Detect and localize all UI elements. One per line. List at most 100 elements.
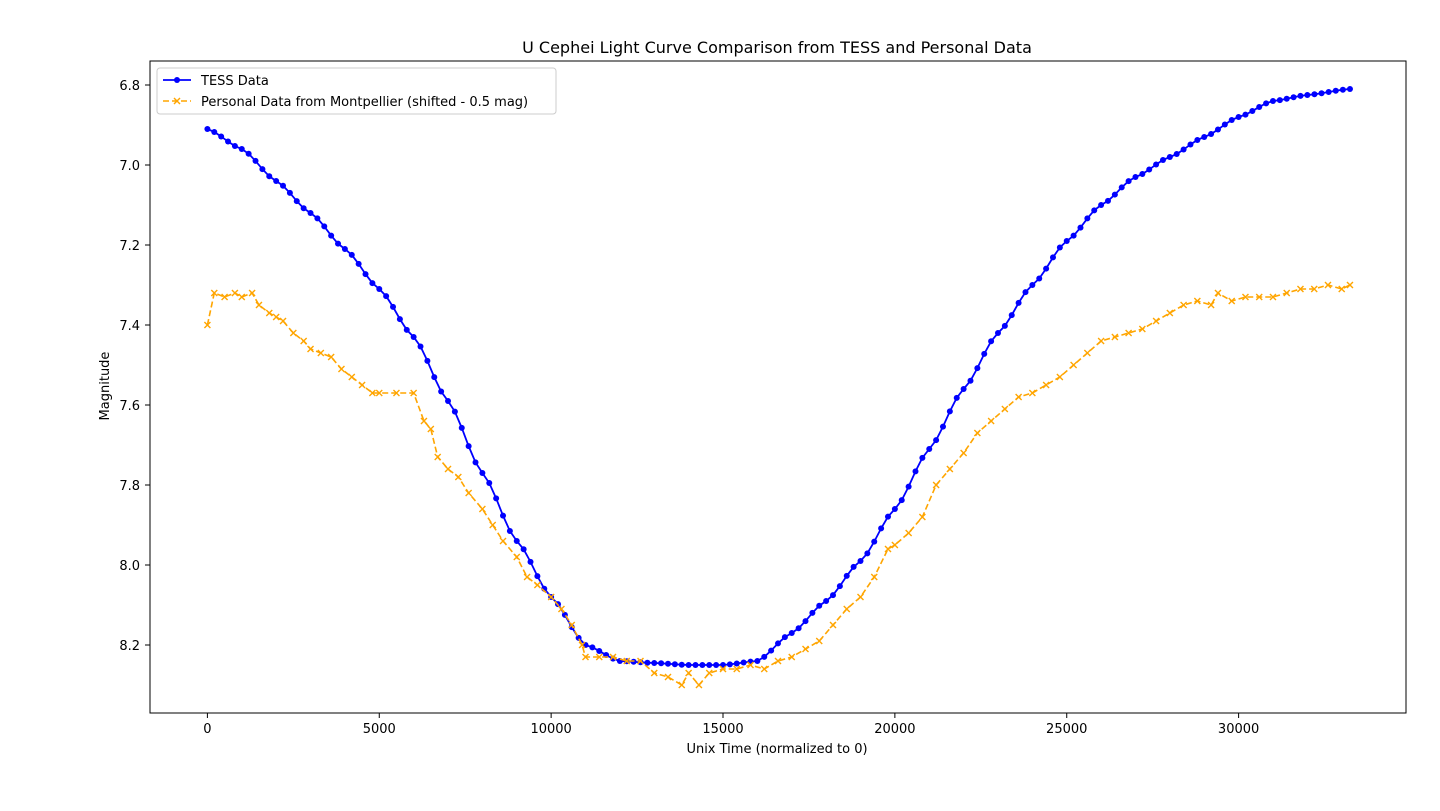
x-marker-stroke	[300, 337, 308, 345]
chart-title: U Cephei Light Curve Comparison from TES…	[522, 38, 1032, 57]
personal-data-point	[857, 593, 864, 601]
personal-data-point	[1310, 285, 1318, 293]
tess-data-point	[1318, 90, 1325, 97]
tess-data-point	[1056, 244, 1063, 251]
personal-data-point	[987, 417, 995, 425]
x-marker-stroke	[747, 661, 754, 669]
personal-data-point	[523, 573, 531, 581]
personal-data-point	[1180, 301, 1188, 309]
tess-data-point	[314, 215, 321, 222]
personal-data-point	[317, 349, 325, 357]
personal-data-point	[1028, 389, 1036, 397]
x-marker-stroke	[547, 593, 555, 601]
tess-data-point	[671, 661, 678, 668]
y-tick-label: 7.6	[119, 399, 140, 414]
legend-marker-tess	[174, 77, 180, 83]
tess-data-point	[1139, 171, 1146, 178]
y-tick-label: 6.8	[119, 79, 140, 94]
tess-data-point	[1070, 232, 1077, 239]
tess-data-point	[926, 446, 933, 452]
x-marker-stroke	[523, 573, 531, 581]
tess-data-point	[1084, 215, 1091, 222]
x-axis-label: Unix Time (normalized to 0)	[686, 742, 867, 757]
tess-data-point	[486, 480, 493, 487]
x-marker-stroke	[1138, 325, 1146, 333]
tess-data-point	[1104, 197, 1111, 204]
tess-data-point	[300, 205, 307, 212]
tess-data-point	[266, 173, 273, 180]
tess-data-point	[1269, 98, 1276, 104]
personal-data-point	[788, 653, 796, 661]
personal-data-point	[578, 641, 586, 649]
personal-data-point	[623, 657, 631, 665]
x-marker-stroke	[1070, 361, 1078, 369]
x-marker-stroke	[255, 301, 263, 309]
x-marker-stroke	[1166, 309, 1174, 317]
personal-data-point	[1015, 393, 1023, 401]
x-tick-label: 0	[203, 722, 211, 737]
personal-data-point	[568, 621, 576, 629]
tess-data-point	[328, 232, 335, 239]
personal-data-point	[705, 669, 713, 677]
x-marker-stroke	[1346, 281, 1354, 289]
tess-data-point	[403, 326, 410, 333]
x-marker-stroke	[248, 289, 256, 297]
tess-data-point	[836, 583, 843, 590]
personal-data-point	[420, 417, 428, 425]
personal-data-point	[760, 665, 768, 673]
tess-data-point	[919, 454, 926, 461]
tess-data-point	[994, 330, 1001, 336]
tess-data-point	[520, 546, 527, 553]
legend: TESS Data Personal Data from Montpellier …	[156, 67, 557, 115]
personal-data-point	[434, 453, 442, 461]
x-marker-stroke	[973, 429, 981, 437]
tess-data-point	[1022, 289, 1029, 296]
x-marker-stroke	[891, 541, 899, 549]
tess-data-point	[293, 198, 300, 205]
x-marker-stroke	[499, 537, 507, 545]
tess-data-point	[829, 592, 836, 599]
personal-data-point	[444, 465, 452, 473]
personal-data-point	[1207, 301, 1215, 309]
personal-data-point	[905, 529, 913, 537]
x-marker-stroke	[1324, 281, 1332, 289]
personal-data-point	[609, 653, 617, 661]
x-marker-stroke	[317, 349, 325, 357]
tess-data-point	[383, 293, 390, 300]
tess-data-point	[692, 662, 699, 668]
tess-data-point	[733, 660, 740, 667]
personal-data-point	[210, 289, 218, 297]
tess-data-point	[410, 334, 417, 340]
x-marker-stroke	[337, 365, 345, 373]
tess-data-point	[280, 182, 287, 189]
personal-data-point	[248, 289, 256, 297]
x-marker-stroke	[1111, 333, 1119, 341]
personal-data-point	[1166, 309, 1174, 317]
personal-data-point	[664, 673, 672, 681]
plot-frame	[149, 60, 1407, 714]
personal-data-point	[238, 293, 246, 301]
x-marker-stroke	[358, 381, 366, 389]
tess-data-point	[218, 133, 225, 140]
personal-data-point	[203, 321, 211, 329]
personal-data-point	[231, 289, 239, 297]
personal-data-point	[1070, 361, 1078, 369]
legend-label-personal: Personal Data from Montpellier (shifted …	[201, 95, 528, 110]
personal-data-point	[465, 489, 473, 497]
tess-data-point	[740, 659, 747, 666]
x-tick-label: 25000	[1046, 722, 1087, 737]
tess-data-point	[376, 286, 383, 292]
tess-data-point	[1091, 207, 1098, 214]
tess-data-point	[1304, 92, 1311, 98]
x-marker-stroke	[623, 657, 631, 665]
x-marker-stroke	[960, 449, 968, 457]
personal-data-point	[932, 481, 940, 489]
personal-data-point	[685, 669, 693, 677]
personal-data-point	[513, 553, 521, 561]
tess-data-point	[678, 661, 685, 668]
x-marker-stroke	[368, 389, 376, 397]
tess-data-point	[878, 525, 885, 532]
x-marker-stroke	[857, 593, 864, 601]
x-tick-label: 30000	[1218, 722, 1259, 737]
